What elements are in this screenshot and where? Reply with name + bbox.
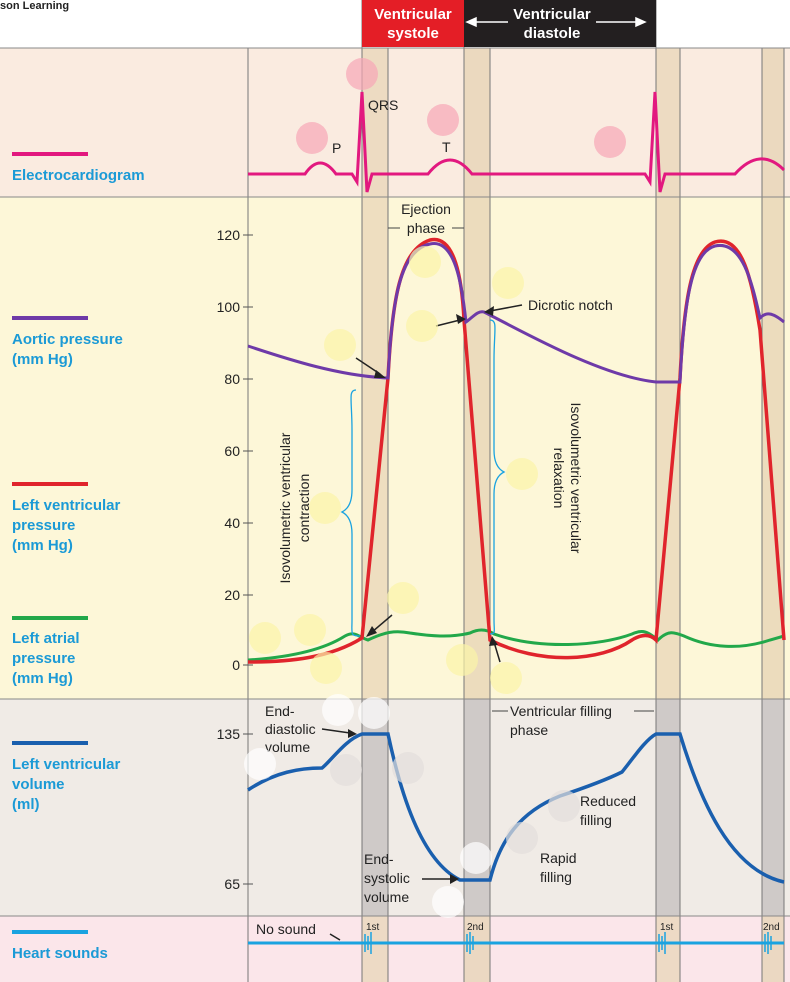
tick-120: 120 xyxy=(217,227,241,243)
volume-label-1: Left ventricular xyxy=(12,756,121,773)
lv-label-1: Left ventricular xyxy=(12,497,121,514)
aortic-label-2: (mm Hg) xyxy=(12,351,73,368)
lv-label-3: (mm Hg) xyxy=(12,537,73,554)
reduced-label-2: filling xyxy=(580,812,612,828)
tick-135: 135 xyxy=(217,726,241,742)
esv-label-1: End- xyxy=(364,851,394,867)
sounds-label: Heart sounds xyxy=(12,945,108,962)
tick-40: 40 xyxy=(224,515,240,531)
credit-text: son Learning xyxy=(0,0,69,12)
sound-1st-label: 1st xyxy=(366,922,380,933)
systole-line-1: Ventricular xyxy=(374,6,452,23)
rapid-label-1: Rapid xyxy=(540,850,577,866)
isovol-contraction-label-1: Isovolumetric ventricular xyxy=(277,432,293,583)
aortic-pressure-trace xyxy=(247,242,785,384)
sound-2nd-label-b: 2nd xyxy=(763,922,780,933)
aortic-open-head xyxy=(374,370,386,378)
edv-arrow-line xyxy=(321,728,351,734)
esv-arrow-head xyxy=(450,874,459,884)
edv-label-2: diastolic xyxy=(265,721,316,737)
esv-label-2: systolic xyxy=(364,870,410,886)
reduced-label-1: Reduced xyxy=(580,793,636,809)
annotation-markers xyxy=(244,58,626,918)
diastole-header xyxy=(464,0,656,47)
tick-80: 80 xyxy=(224,371,240,387)
first-sound-marks xyxy=(364,932,772,954)
diastole-arrow xyxy=(465,16,647,28)
tick-100: 100 xyxy=(217,299,241,315)
sound-1st-label-b: 1st xyxy=(660,922,674,933)
edv-label-3: volume xyxy=(265,739,310,755)
vol-band-4 xyxy=(762,699,784,916)
edv-arrow-head xyxy=(348,729,357,738)
systole-header xyxy=(362,0,464,47)
volume-label-3: (ml) xyxy=(12,796,40,813)
filling-label-2: phase xyxy=(510,722,548,738)
isovol-contraction-label-2: contraction xyxy=(296,474,312,542)
grid-lines xyxy=(247,0,785,982)
dicrotic-arrow-head xyxy=(484,306,494,316)
diastole-line-2: diastole xyxy=(524,25,581,42)
atrial-label-3: (mm Hg) xyxy=(12,670,73,687)
sound-2nd-label: 2nd xyxy=(467,922,484,933)
volume-axis: 135 65 xyxy=(217,726,253,892)
contraction-brace xyxy=(340,389,361,637)
ecg-trace xyxy=(248,91,786,193)
diastole-line-1: Ventricular xyxy=(513,6,591,23)
ecg-t-label: T xyxy=(442,139,451,155)
dicrotic-arrow-line xyxy=(489,304,523,312)
filling-label-1: Ventricular filling xyxy=(510,703,612,719)
systole-line-2: systole xyxy=(387,25,439,42)
dicrotic-label: Dicrotic notch xyxy=(528,297,613,313)
ejection-label-2: phase xyxy=(407,220,445,236)
esv-label-3: volume xyxy=(364,889,409,905)
mitral-open-head xyxy=(489,636,498,646)
aortic-label-1: Aortic pressure xyxy=(12,331,123,348)
ejection-label-1: Ejection xyxy=(401,201,451,217)
edv-label-1: End- xyxy=(265,703,295,719)
ecg-qrs-label: QRS xyxy=(368,97,398,113)
tick-20: 20 xyxy=(224,587,240,603)
row-dividers xyxy=(0,47,790,917)
atrial-label-2: pressure xyxy=(12,650,75,667)
relaxation-brace xyxy=(489,319,506,635)
tick-0: 0 xyxy=(232,657,240,673)
tick-65: 65 xyxy=(224,876,240,892)
mitral-close-head xyxy=(366,626,377,637)
notch-arrow-line-2 xyxy=(435,319,461,327)
tick-60: 60 xyxy=(224,443,240,459)
mitral-close-arrow xyxy=(371,614,393,633)
notch-arrow-head-2 xyxy=(456,314,466,324)
isovol-relaxation-label-2: relaxation xyxy=(551,448,567,509)
vol-band-3 xyxy=(656,699,680,916)
lv-label-2: pressure xyxy=(12,517,75,534)
atrial-label-1: Left atrial xyxy=(12,630,80,647)
vol-band-2 xyxy=(464,699,490,916)
no-sound-arrow xyxy=(329,933,341,941)
volume-label-2: volume xyxy=(12,776,65,793)
isovol-relaxation-label-1: Isovolumetric ventricular xyxy=(568,403,584,554)
rapid-label-2: filling xyxy=(540,869,572,885)
ecg-p-label: P xyxy=(332,140,341,156)
ecg-label: Electrocardiogram xyxy=(12,167,145,184)
pressure-axis: 120 100 80 60 40 20 0 xyxy=(217,227,253,673)
no-sound-label: No sound xyxy=(256,921,316,937)
